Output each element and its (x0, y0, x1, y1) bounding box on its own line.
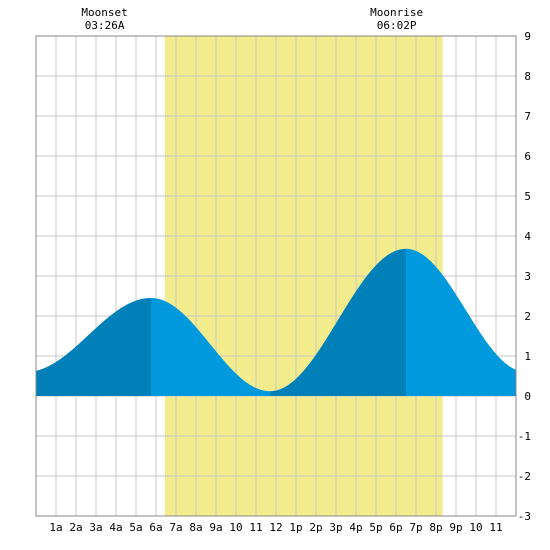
x-tick-label: 3a (89, 521, 102, 534)
tide-area-falling (151, 298, 270, 396)
x-tick-label: 11 (489, 521, 502, 534)
x-tick-label: 5p (369, 521, 382, 534)
x-tick-label: 10 (469, 521, 482, 534)
tide-area-rising (270, 248, 406, 396)
x-tick-label: 6p (389, 521, 402, 534)
y-tick-label: -1 (518, 430, 531, 443)
y-tick-label: -2 (518, 470, 531, 483)
x-tick-label: 7a (169, 521, 182, 534)
y-tick-label: 2 (524, 310, 531, 323)
y-tick-label: 1 (524, 350, 531, 363)
moonset-time: 03:26A (85, 19, 125, 32)
y-tick-label: 9 (524, 30, 531, 43)
tide-area-rising (36, 298, 151, 396)
moonrise-label: Moonrise (370, 6, 423, 19)
x-tick-label: 9a (209, 521, 222, 534)
x-tick-label: 4p (349, 521, 362, 534)
x-tick-label: 10 (229, 521, 242, 534)
y-tick-label: 5 (524, 190, 531, 203)
moonrise-time: 06:02P (377, 19, 417, 32)
tide-area-layer (36, 248, 516, 396)
x-tick-label: 2a (69, 521, 82, 534)
x-tick-label: 9p (449, 521, 462, 534)
x-tick-label: 3p (329, 521, 342, 534)
y-tick-label: 4 (524, 230, 531, 243)
x-tick-label: 2p (309, 521, 322, 534)
y-tick-label: 6 (524, 150, 531, 163)
x-tick-labels: 1a 2a 3a 4a 5a 6a 7a 8a 9a 10 11 12 1p 2p 3p 4p 5p 6p 7p 8p… (49, 521, 502, 534)
y-tick-label: 0 (524, 390, 531, 403)
x-tick-label: 4a (109, 521, 122, 534)
x-tick-label: 1p (289, 521, 302, 534)
y-tick-label: 3 (524, 270, 531, 283)
y-tick-label: 7 (524, 110, 531, 123)
y-tick-labels: -3 -2 -1 0 1 2 3 4 5 6 7 8 9 (518, 30, 532, 523)
x-tick-label: 5a (129, 521, 142, 534)
x-tick-label: 6a (149, 521, 162, 534)
y-tick-label: 8 (524, 70, 531, 83)
tide-area-falling (406, 248, 516, 396)
x-tick-label: 11 (249, 521, 262, 534)
x-tick-label: 8a (189, 521, 202, 534)
y-tick-label: -3 (518, 510, 531, 523)
moonset-label: Moonset (81, 6, 127, 19)
x-tick-label: 7p (409, 521, 422, 534)
x-tick-label: 8p (429, 521, 442, 534)
x-tick-label: 1a (49, 521, 62, 534)
plot-frame (35, 35, 517, 517)
x-tick-label: 12 (269, 521, 282, 534)
